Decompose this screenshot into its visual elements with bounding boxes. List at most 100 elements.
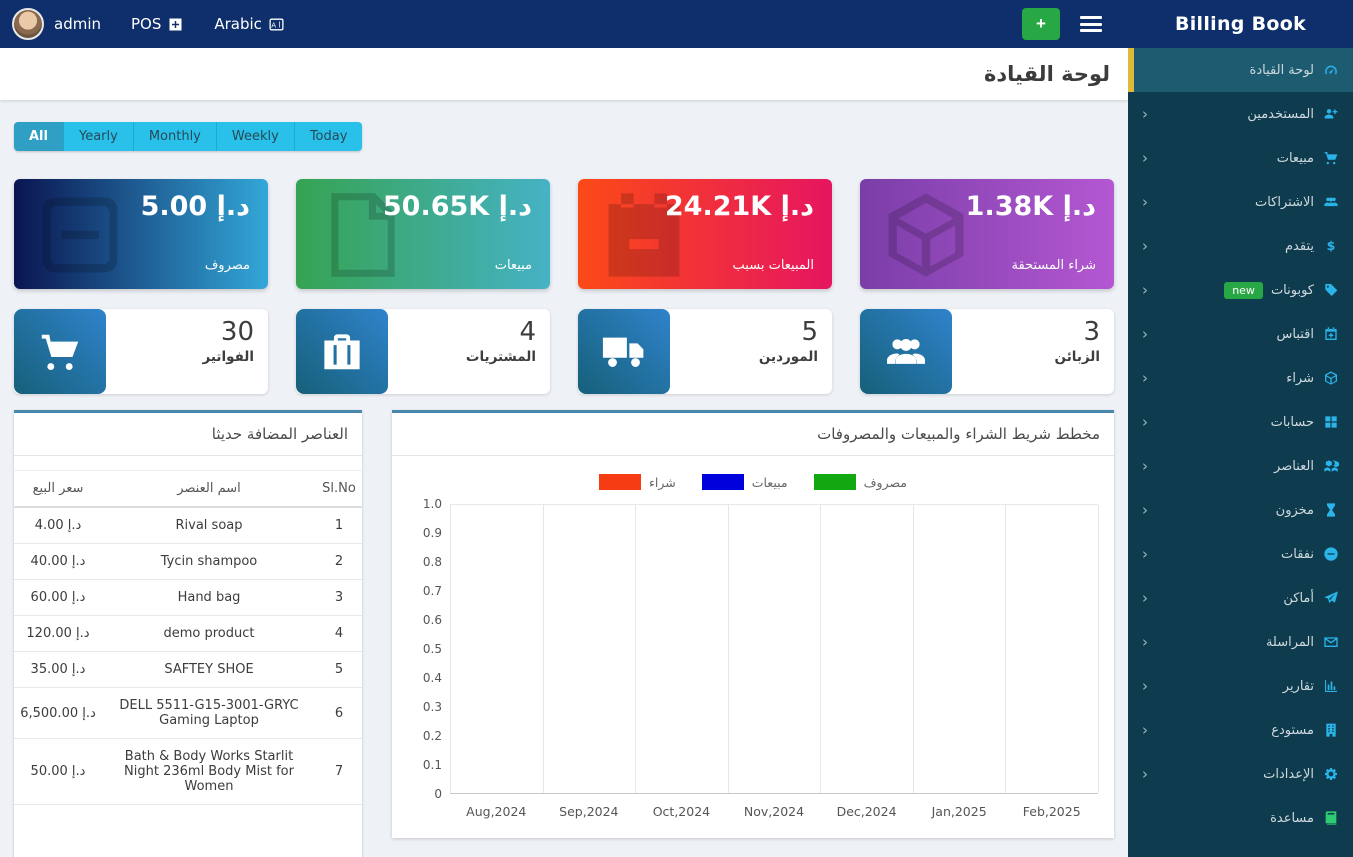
filter-yearly-button[interactable]: Yearly	[63, 122, 134, 151]
sidebar: لوحة القيادة المستخدمين مبيعات الاشتراكا…	[1128, 48, 1353, 857]
chevron-left-icon	[1142, 679, 1148, 694]
dashboard-icon	[1323, 62, 1339, 78]
book-icon	[1323, 810, 1339, 826]
pos-link[interactable]: POS	[131, 15, 184, 33]
users-icon	[1323, 194, 1339, 210]
chevron-left-icon	[1142, 327, 1148, 342]
sidebar-item-label: نفقات	[1281, 546, 1314, 562]
user-plus-icon	[1323, 106, 1339, 122]
minus-square-icon	[30, 185, 130, 285]
sidebar-item-purchase[interactable]: شراء	[1128, 356, 1353, 400]
y-axis: 1.0 0.9 0.8 0.7 0.6 0.5 0.4 0.3 0.2 0.1 …	[422, 497, 442, 801]
row-item-name: DELL 5511-G15-3001-GRYC Gaming Laptop	[102, 687, 316, 739]
filter-all-button[interactable]: All	[14, 122, 64, 151]
sidebar-item-sales[interactable]: مبيعات	[1128, 136, 1353, 180]
briefcase-icon	[319, 329, 365, 375]
user-name[interactable]: admin	[54, 15, 101, 33]
column-header-slno: Sl.No	[316, 470, 362, 508]
sidebar-item-label: مبيعات	[1276, 150, 1314, 166]
chevron-left-icon	[1142, 239, 1148, 254]
table-row: 1 Rival soap د.إ 4.00	[14, 507, 362, 544]
suppliers-count-card: 5 الموردين	[578, 309, 832, 394]
sidebar-item-label: حسابات	[1270, 414, 1314, 430]
cube-icon	[1323, 370, 1339, 386]
recent-items-panel: العناصر المضافة حديثا Sl.No اسم العنصر س…	[14, 410, 362, 857]
user-avatar[interactable]	[12, 8, 44, 40]
purchase-due-stat-card: د.إ 1.38K شراء المستحقة	[860, 179, 1114, 289]
cube-icon	[876, 185, 976, 285]
chevron-left-icon	[1142, 723, 1148, 738]
filter-weekly-button[interactable]: Weekly	[216, 122, 295, 151]
filter-monthly-button[interactable]: Monthly	[133, 122, 217, 151]
sidebar-item-coupons[interactable]: كوبونات new	[1128, 268, 1353, 312]
page-title: لوحة القيادة	[983, 62, 1110, 86]
legend-label: شراء	[648, 474, 676, 490]
chevron-left-icon	[1142, 371, 1148, 386]
hourglass-icon	[1323, 502, 1339, 518]
row-price: د.إ 50.00	[14, 738, 102, 805]
sidebar-item-label: لوحة القيادة	[1249, 62, 1314, 78]
calendar-plus-icon	[1323, 326, 1339, 342]
sidebar-item-places[interactable]: أماكن	[1128, 576, 1353, 620]
sales-stat-card: د.إ 50.65K مبيعات	[296, 179, 550, 289]
cart-icon	[37, 329, 83, 375]
row-item-name: Hand bag	[102, 579, 316, 616]
sidebar-item-advance[interactable]: يتقدم	[1128, 224, 1353, 268]
top-navbar: admin POS Arabic + Billing Book	[0, 0, 1353, 48]
sidebar-item-label: يتقدم	[1285, 238, 1314, 254]
stat-label: مبيعات	[494, 258, 532, 273]
count-cards-row: 30 الفواتير 4 المشتريات 5 ال	[14, 309, 1114, 394]
building-icon	[1323, 722, 1339, 738]
sidebar-item-label: الاشتراكات	[1254, 194, 1314, 210]
legend-swatch	[701, 474, 744, 490]
count-value: 3	[1083, 317, 1100, 347]
row-no: 7	[316, 738, 362, 805]
chart-title: مخطط شريط الشراء والمبيعات والمصروفات	[392, 413, 1114, 456]
row-item-name: demo product	[102, 615, 316, 652]
sidebar-item-users[interactable]: المستخدمين	[1128, 92, 1353, 136]
chevron-left-icon	[1142, 151, 1148, 166]
stat-label: مصروف	[204, 258, 250, 273]
sidebar-item-warehouse[interactable]: مستودع	[1128, 708, 1353, 752]
sidebar-item-messaging[interactable]: المراسلة	[1128, 620, 1353, 664]
table-row: 6 DELL 5511-G15-3001-GRYC Gaming Laptop …	[14, 687, 362, 739]
row-price: د.إ 60.00	[14, 579, 102, 616]
recent-items-table: Sl.No اسم العنصر سعر البيع 1 Rival soap …	[14, 470, 362, 805]
invoices-count-card: 30 الفواتير	[14, 309, 268, 394]
row-price: د.إ 6,500.00	[14, 687, 102, 739]
sidebar-item-expenses[interactable]: نفقات	[1128, 532, 1353, 576]
language-icon	[268, 16, 285, 33]
sidebar-item-reports[interactable]: تقارير	[1128, 664, 1353, 708]
sidebar-item-items[interactable]: العناصر	[1128, 444, 1353, 488]
sidebar-item-quotation[interactable]: اقتباس	[1128, 312, 1353, 356]
menu-toggle-icon[interactable]	[1080, 16, 1102, 32]
language-link[interactable]: Arabic	[214, 15, 285, 33]
sidebar-item-dashboard[interactable]: لوحة القيادة	[1128, 48, 1353, 92]
sidebar-item-stock[interactable]: مخزون	[1128, 488, 1353, 532]
stat-value: د.إ 24.21K	[664, 191, 814, 222]
legend-label: مبيعات	[751, 474, 788, 490]
sidebar-item-accounts[interactable]: حسابات	[1128, 400, 1353, 444]
grid-icon	[1323, 414, 1339, 430]
cubes-icon	[1323, 458, 1339, 474]
stat-value: د.إ 50.65K	[382, 191, 532, 222]
row-price: د.إ 120.00	[14, 615, 102, 652]
x-axis: Aug,2024 Sep,2024 Oct,2024 Nov,2024 Dec,…	[466, 804, 1081, 819]
row-item-name: Rival soap	[102, 507, 316, 544]
sidebar-item-label: المستخدمين	[1247, 106, 1314, 122]
icon-tile	[578, 309, 670, 394]
add-button[interactable]: +	[1022, 8, 1060, 40]
row-price: د.إ 4.00	[14, 507, 102, 544]
row-no: 3	[316, 579, 362, 616]
table-row: 4 demo product د.إ 120.00	[14, 615, 362, 652]
icon-tile	[296, 309, 388, 394]
chevron-left-icon	[1142, 415, 1148, 430]
count-value: 30	[220, 317, 254, 347]
sidebar-item-settings[interactable]: الإعدادات	[1128, 752, 1353, 796]
sidebar-item-help[interactable]: مساعدة	[1128, 796, 1353, 840]
minus-circle-icon	[1323, 546, 1339, 562]
filter-today-button[interactable]: Today	[294, 122, 363, 151]
purchases-count-card: 4 المشتريات	[296, 309, 550, 394]
sidebar-item-subscriptions[interactable]: الاشتراكات	[1128, 180, 1353, 224]
gear-icon	[1323, 766, 1339, 782]
